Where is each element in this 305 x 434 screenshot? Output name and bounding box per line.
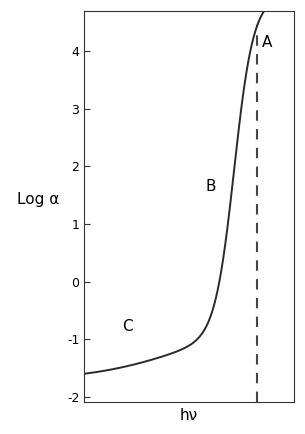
Text: C: C [122,319,133,334]
Text: A: A [261,35,272,50]
Y-axis label: Log α: Log α [17,192,59,207]
Text: B: B [206,179,216,194]
X-axis label: hν: hν [180,408,198,423]
